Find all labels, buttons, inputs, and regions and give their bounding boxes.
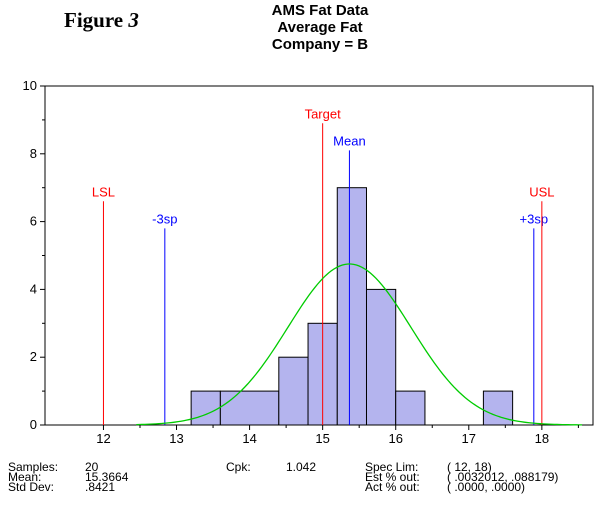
stddev-value: .8421	[85, 480, 116, 494]
histogram-bar-8	[482, 390, 514, 426]
x-tick-label-13: 13	[169, 431, 183, 446]
stddev-label: Std Dev:	[8, 480, 55, 494]
histogram-bar-1	[190, 390, 221, 426]
ref-label-lsl: LSL	[92, 184, 115, 199]
y-tick-label-4: 4	[30, 281, 37, 296]
x-tick-label-17: 17	[462, 431, 476, 446]
chart-title-line-1: AMS Fat Data	[271, 2, 369, 19]
samples-value: 20	[85, 460, 99, 474]
samples-label: Samples:	[8, 460, 59, 474]
ref-label-3sp: +3sp	[520, 211, 549, 226]
ref-label-mean: Mean	[333, 133, 366, 148]
spec-lim-label: Spec Lim:	[365, 460, 419, 474]
histogram-bar-2	[219, 390, 280, 426]
est-out-label: Est % out:	[365, 470, 420, 484]
histogram-bar-5	[336, 187, 367, 426]
act-out-label: Act % out:	[365, 480, 420, 494]
act-out-value: ( .0000, .0000)	[447, 480, 526, 494]
cpk-value: 1.042	[286, 460, 317, 474]
chart-title-line-3: Company = B	[271, 36, 369, 53]
chart-title-line-2: Average Fat	[277, 19, 363, 36]
ref-label-3sp: -3sp	[152, 211, 177, 226]
cpk-label: Cpk:	[226, 460, 251, 474]
est-out-value: ( .0032012, .088179)	[447, 470, 559, 484]
mean-label: Mean:	[8, 470, 42, 484]
x-tick-label-14: 14	[242, 431, 256, 446]
histogram-chart: LSL -3sp Target Mean +3sp USL 12 13 14 15 16 17 18 0…	[23, 78, 594, 446]
ref-label-usl: USL	[529, 184, 554, 199]
x-tick-label-12: 12	[96, 431, 110, 446]
y-tick-label-8: 8	[30, 146, 37, 161]
x-tick-label-15: 15	[315, 431, 329, 446]
histogram-bar-6	[365, 288, 397, 426]
histogram-bar-3	[278, 356, 309, 426]
spec-lim-value: ( 12, 18)	[447, 460, 492, 474]
figure-label: Figure 3	[64, 8, 139, 32]
mean-value: 15.3664	[85, 470, 129, 484]
y-tick-label-2: 2	[30, 349, 37, 364]
histogram-bar-7	[395, 390, 426, 426]
y-tick-label-0: 0	[30, 417, 37, 432]
y-tick-label-6: 6	[30, 214, 37, 229]
y-tick-label-10: 10	[23, 78, 37, 93]
x-tick-label-18: 18	[535, 431, 549, 446]
normal-curve	[136, 263, 583, 426]
x-tick-label-16: 16	[388, 431, 402, 446]
ref-label-target: Target	[305, 106, 342, 121]
